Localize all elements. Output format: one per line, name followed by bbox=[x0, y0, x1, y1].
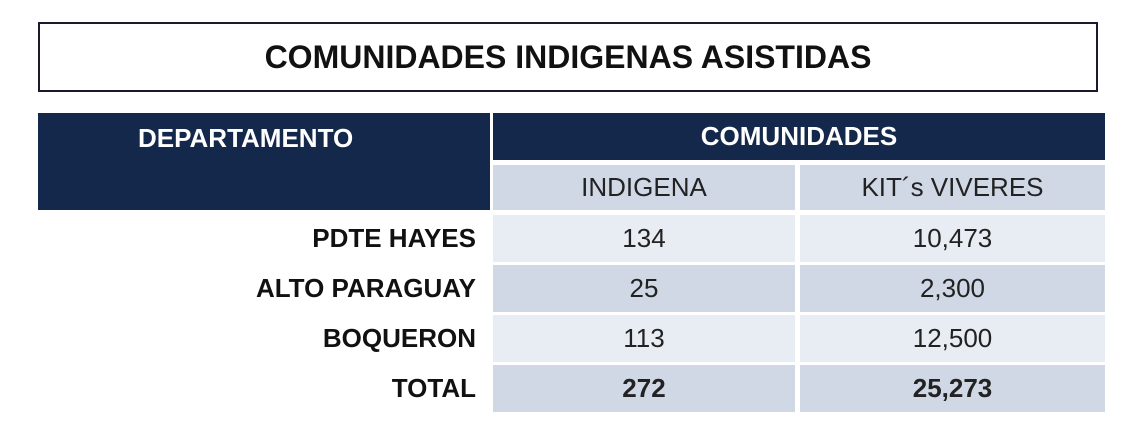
group-header: COMUNIDADES bbox=[493, 113, 1105, 160]
cell: 25 bbox=[493, 265, 795, 312]
row-label: PDTE HAYES bbox=[312, 223, 476, 253]
title: COMUNIDADES INDIGENAS ASISTIDAS bbox=[38, 22, 1098, 92]
column-header: INDIGENA bbox=[493, 165, 795, 210]
department-header: DEPARTAMENTO bbox=[38, 113, 490, 210]
cell: 2,300 bbox=[800, 265, 1105, 312]
column-header: KIT´s VIVERES bbox=[800, 165, 1105, 210]
row-label: TOTAL bbox=[391, 373, 476, 403]
cell: 25,273 bbox=[800, 365, 1105, 412]
cell: 134 bbox=[493, 215, 795, 262]
row-label: BOQUERON bbox=[322, 323, 476, 353]
cell: 113 bbox=[493, 315, 795, 362]
cell: 12,500 bbox=[800, 315, 1105, 362]
row-label: ALTO PARAGUAY bbox=[255, 273, 476, 303]
cell: 272 bbox=[493, 365, 795, 412]
cell: 10,473 bbox=[800, 215, 1105, 262]
